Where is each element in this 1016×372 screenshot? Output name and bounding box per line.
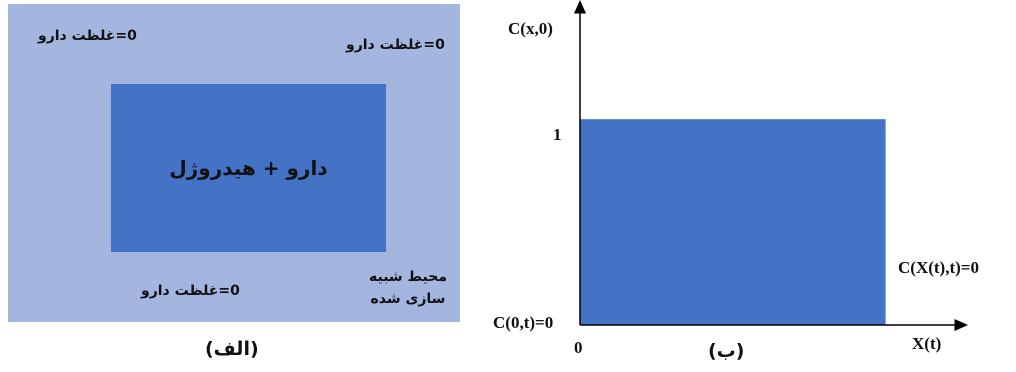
boundary-label-bottom: 0=غلظت دارو [141,283,240,299]
origin-label: 0 [574,338,583,357]
simulation-domain-panel: دارو + هیدروژل 0=غلظت دارو 0=غلظت دارو 0… [8,4,460,322]
boundary-label-top-left: 0=غلظت دارو [38,28,137,44]
simulated-medium-line1: محیط شبیه [368,269,448,285]
boundary-label-top-right: 0=غلظت دارو [346,37,445,53]
drug-hydrogel-label: دارو + هیدروژل [169,156,328,180]
right-boundary-label: C(X(t),t)=0 [898,258,979,277]
simulated-medium-label: محیط شبیه سازی شده [363,266,453,310]
concentration-area [580,119,886,326]
caption-panel-b: (ب) [708,340,745,362]
y-tick-label: 1 [553,125,562,144]
drug-hydrogel-region: دارو + هیدروژل [111,84,386,252]
x-axis-label: X(t) [912,334,941,353]
left-boundary-label: C(0,t)=0 [493,313,553,332]
caption-panel-a: (الف) [205,338,259,360]
y-axis-label: C(x,0) [508,19,553,38]
simulated-medium-line2: سازی شده [370,291,446,307]
